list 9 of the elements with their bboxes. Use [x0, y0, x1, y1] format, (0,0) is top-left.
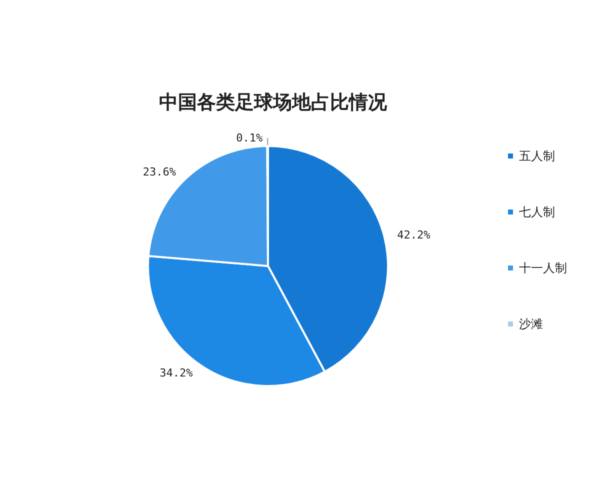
- data-label: 34.2%: [160, 366, 194, 380]
- legend-label: 十一人制: [519, 261, 567, 275]
- data-label: 0.1%: [236, 132, 263, 144]
- chart-title: 中国各类足球场地占比情况: [159, 92, 388, 114]
- legend-label: 沙滩: [519, 317, 543, 331]
- data-label: 23.6%: [142, 166, 176, 179]
- data-label: 42.2%: [397, 228, 431, 242]
- legend-label: 七人制: [519, 205, 555, 219]
- legend-label: 五人制: [519, 149, 555, 163]
